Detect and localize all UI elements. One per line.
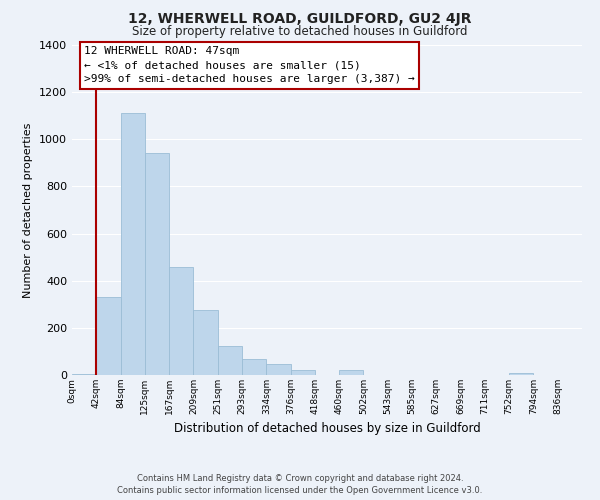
Text: 12, WHERWELL ROAD, GUILDFORD, GU2 4JR: 12, WHERWELL ROAD, GUILDFORD, GU2 4JR: [128, 12, 472, 26]
Bar: [509, 372, 533, 375]
Bar: [266, 364, 290, 375]
Bar: [290, 370, 315, 375]
Bar: [193, 310, 218, 375]
Text: Size of property relative to detached houses in Guildford: Size of property relative to detached ho…: [132, 25, 468, 38]
Bar: [96, 297, 121, 375]
Bar: [242, 359, 266, 375]
X-axis label: Distribution of detached houses by size in Guildford: Distribution of detached houses by size …: [173, 422, 481, 436]
Bar: [121, 114, 145, 375]
Bar: [339, 370, 364, 375]
Text: 12 WHERWELL ROAD: 47sqm
← <1% of detached houses are smaller (15)
>99% of semi-d: 12 WHERWELL ROAD: 47sqm ← <1% of detache…: [84, 46, 415, 84]
Bar: [169, 266, 193, 375]
Bar: [218, 346, 242, 375]
Y-axis label: Number of detached properties: Number of detached properties: [23, 122, 34, 298]
Bar: [145, 154, 169, 375]
Text: Contains HM Land Registry data © Crown copyright and database right 2024.
Contai: Contains HM Land Registry data © Crown c…: [118, 474, 482, 495]
Bar: [72, 374, 96, 375]
